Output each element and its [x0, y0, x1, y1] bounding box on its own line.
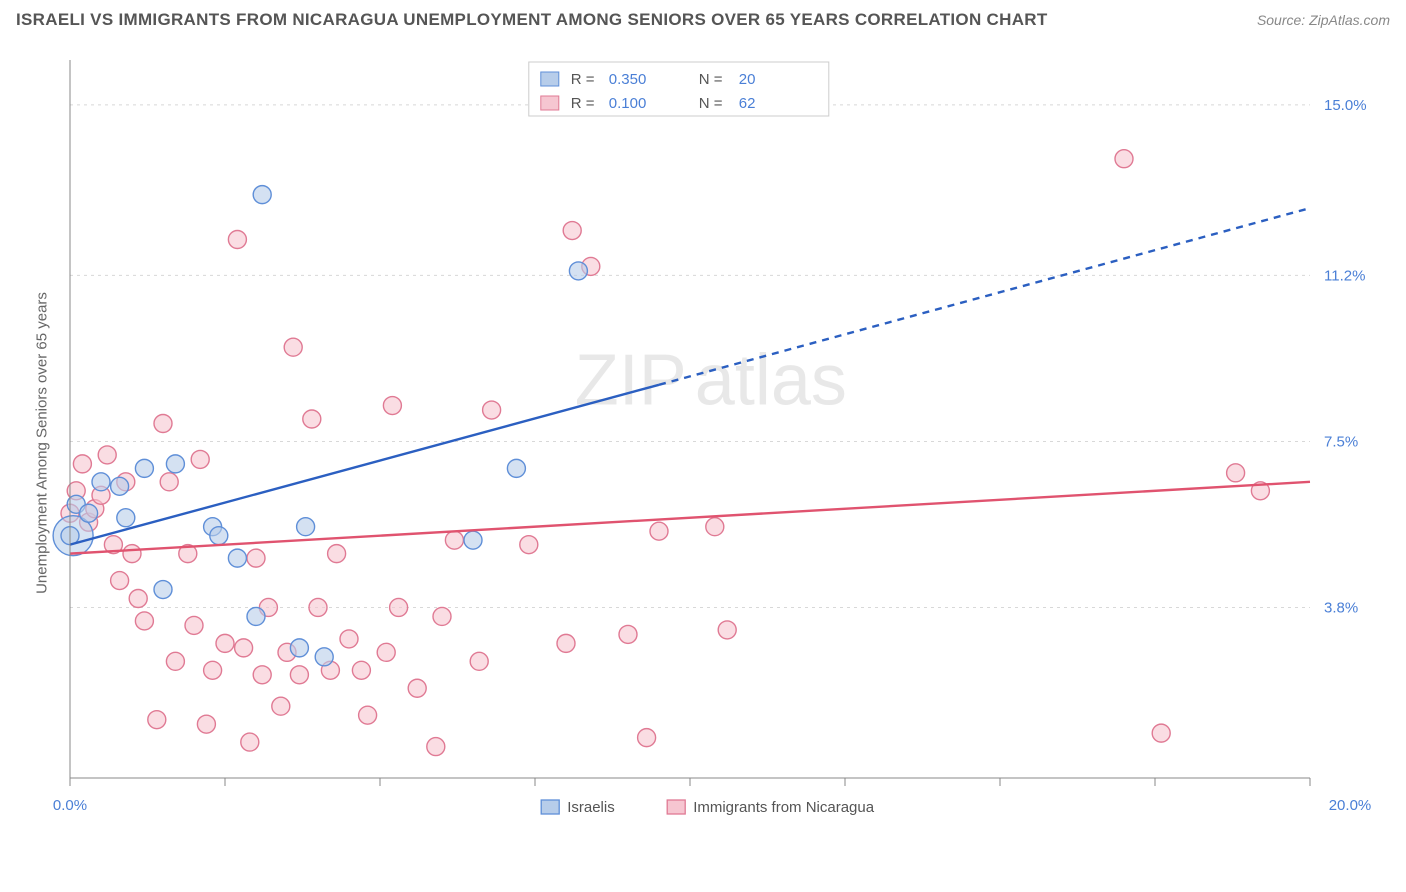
- svg-text:ZIP: ZIP: [575, 341, 687, 421]
- svg-text:20.0%: 20.0%: [1329, 797, 1372, 814]
- svg-text:7.5%: 7.5%: [1324, 433, 1358, 450]
- svg-text:Israelis: Israelis: [567, 799, 615, 816]
- svg-text:15.0%: 15.0%: [1324, 97, 1367, 114]
- chart-title: ISRAELI VS IMMIGRANTS FROM NICARAGUA UNE…: [16, 10, 1048, 30]
- svg-text:Immigrants from Nicaragua: Immigrants from Nicaragua: [693, 799, 875, 816]
- source-credit: Source: ZipAtlas.com: [1257, 12, 1390, 28]
- chart-area: Unemployment Among Seniors over 65 years…: [50, 48, 1390, 838]
- y-axis-label: Unemployment Among Seniors over 65 years: [34, 292, 51, 594]
- svg-text:N =: N =: [699, 71, 723, 88]
- svg-text:62: 62: [739, 95, 756, 112]
- svg-text:11.2%: 11.2%: [1324, 267, 1365, 284]
- svg-text:R =: R =: [571, 95, 595, 112]
- title-bar: ISRAELI VS IMMIGRANTS FROM NICARAGUA UNE…: [0, 0, 1406, 36]
- svg-text:0.100: 0.100: [609, 95, 647, 112]
- svg-text:3.8%: 3.8%: [1324, 599, 1358, 616]
- svg-text:N =: N =: [699, 95, 723, 112]
- svg-text:0.0%: 0.0%: [53, 797, 87, 814]
- svg-text:R =: R =: [571, 71, 595, 88]
- svg-text:atlas: atlas: [695, 341, 847, 421]
- scatter-plot-svg: 3.8% 7.5% 11.2% 15.0% ZIPatlas 0.0% 20.0% R = 0.…: [50, 48, 1390, 838]
- svg-text:20: 20: [739, 71, 756, 88]
- svg-text:0.350: 0.350: [609, 71, 647, 88]
